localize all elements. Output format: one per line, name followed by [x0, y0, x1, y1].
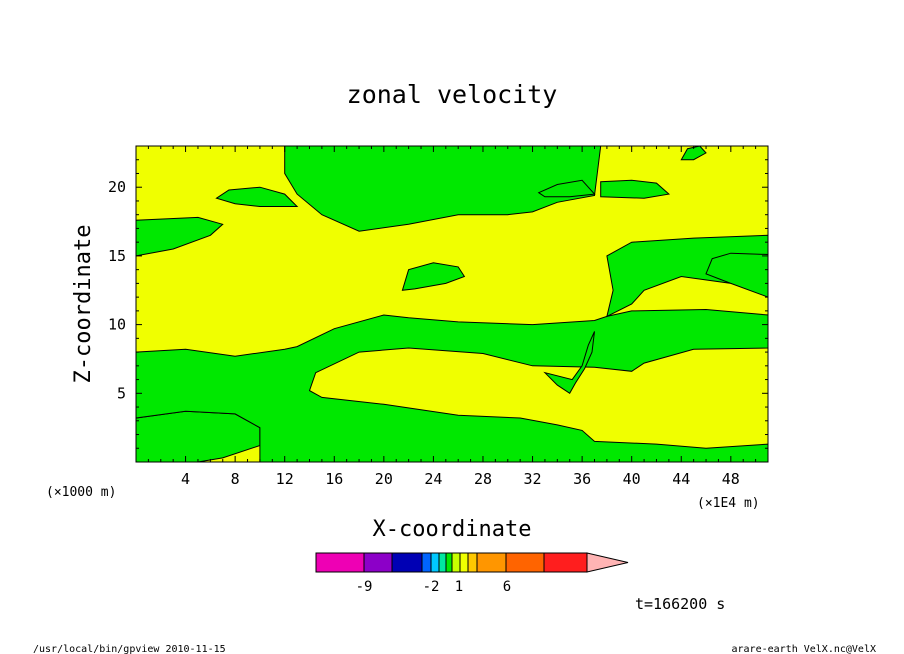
negative-region-3: [135, 308, 769, 463]
x-unit-right: (×1E4 m): [697, 496, 760, 511]
colorbar-segment: [430, 552, 440, 573]
x-tick-label: 8: [231, 470, 240, 488]
colorbar-label: -2: [423, 579, 440, 595]
colorbar-segment: [391, 552, 423, 573]
contour-regions: [135, 145, 769, 463]
negative-region-10: [680, 145, 707, 161]
x-tick-label: 24: [424, 470, 442, 488]
negative-region-7: [215, 186, 299, 207]
x-tick-label: 12: [276, 470, 294, 488]
colorbar-label: -9: [356, 579, 373, 595]
x-axis-label: X-coordinate: [373, 517, 532, 542]
colorbar-labels: -9 -2 1 6: [356, 579, 512, 595]
colorbar-segment: [363, 552, 393, 573]
x-tick-label: 20: [375, 470, 393, 488]
y-tick-label: 5: [117, 384, 126, 402]
plot-area: [135, 145, 769, 463]
time-label: t=166200 s: [635, 595, 725, 613]
x-tick-label: 40: [623, 470, 641, 488]
x-tick-label: 48: [722, 470, 740, 488]
colorbar-segment: [467, 552, 478, 573]
x-tick-label: 36: [573, 470, 591, 488]
colorbar-segment: [421, 552, 432, 573]
x-tick-label: 4: [181, 470, 190, 488]
plot-frame: [135, 145, 769, 463]
colorbar-label: 6: [503, 579, 511, 595]
colorbar: [315, 552, 629, 573]
y-axis-label: Z-coordinate: [71, 225, 96, 384]
colorbar-label: 1: [455, 579, 463, 595]
colorbar-segment: [445, 552, 453, 573]
negative-region-9: [600, 179, 671, 199]
footer-left: /usr/local/bin/gpview 2010-11-15: [33, 644, 226, 654]
colorbar-segment: [438, 552, 447, 573]
chart-title: zonal velocity: [347, 80, 558, 109]
x-tick-label: 28: [474, 470, 492, 488]
colorbar-arrow: [586, 552, 629, 573]
x-unit-left: (×1000 m): [46, 485, 116, 500]
y-axis-ticks: 5 10 15 20: [108, 159, 768, 449]
x-tick-label: 44: [672, 470, 690, 488]
colorbar-segment: [543, 552, 588, 573]
x-tick-label: 16: [325, 470, 343, 488]
negative-region-4: [606, 234, 769, 318]
colorbar-segment: [451, 552, 461, 573]
y-tick-label: 15: [108, 247, 126, 265]
y-tick-label: 10: [108, 316, 126, 334]
colorbar-segment: [315, 552, 365, 573]
negative-region-5: [401, 262, 466, 291]
y-tick-label: 20: [108, 178, 126, 196]
negative-region-8: [537, 179, 596, 198]
negative-region-11: [543, 331, 595, 395]
colorbar-segment: [505, 552, 545, 573]
footer-right: arare-earth_VelX.nc@VelX: [732, 644, 877, 654]
colorbar-segment: [476, 552, 507, 573]
x-tick-label: 32: [524, 470, 542, 488]
colorbar-segment: [459, 552, 469, 573]
negative-region-6: [284, 145, 602, 232]
x-axis-ticks: 4 8 12 16 20 24 28 32 36 40 44 48: [147, 146, 757, 488]
